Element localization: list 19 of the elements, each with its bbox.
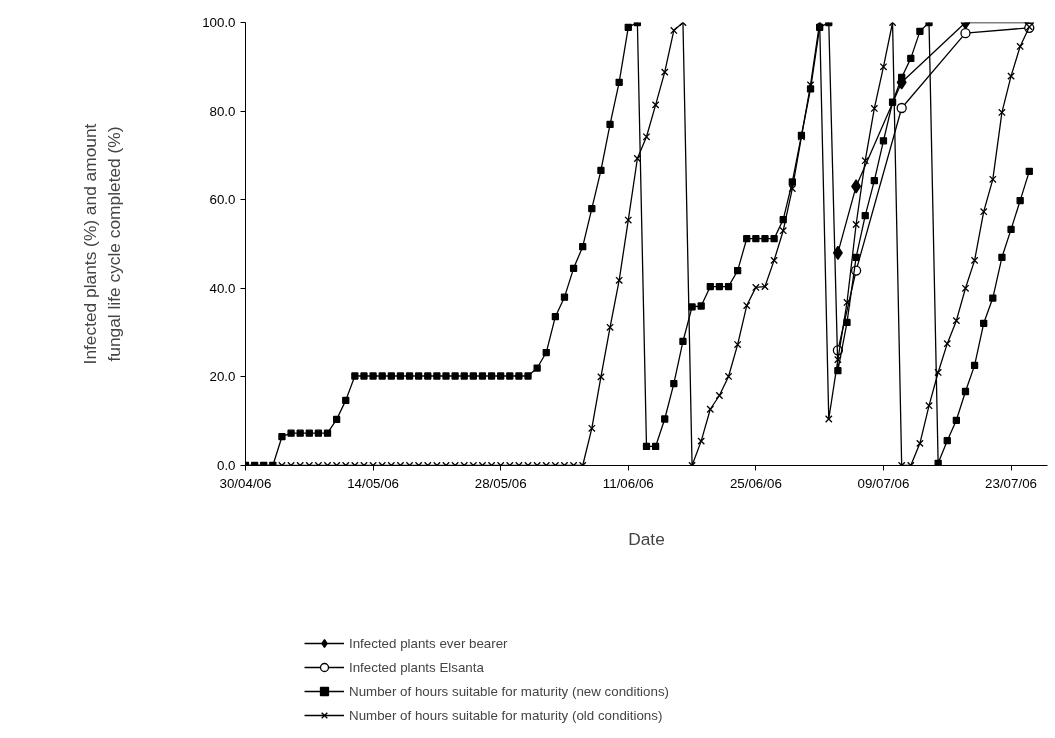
y-tick-label: 100.0	[202, 15, 236, 30]
x-tick-label: 11/06/06	[602, 475, 654, 491]
x-tick-label: 23/07/06	[985, 475, 1037, 491]
x-axis-title: Date	[628, 528, 665, 549]
y-tick-label: 40.0	[209, 280, 236, 296]
legend-label: Infected plants ever bearer	[349, 634, 508, 653]
legend-label: Number of hours suitable for maturity (old conditions)	[349, 706, 663, 725]
x-tick-label: 09/07/06	[857, 475, 910, 491]
x-tick-label: 14/05/06	[347, 475, 400, 491]
y-tick-label: 20.0	[209, 369, 236, 385]
y-tick-label: 80.0	[209, 103, 236, 119]
legend-label: Infected plants Elsanta	[349, 658, 484, 677]
x-tick-label: 28/05/06	[474, 475, 527, 491]
y-tick-label: 60.0	[209, 192, 236, 208]
x-tick-label: 25/06/06	[729, 475, 782, 491]
y-axis-title: Infected plants (%) and amount fungal life cycle completed (%)	[80, 123, 125, 365]
y-tick-label: 0.0	[216, 458, 236, 473]
legend-label: Number of hours suitable for maturity (new conditions)	[349, 682, 670, 701]
x-tick-label: 30/04/06	[219, 475, 272, 491]
